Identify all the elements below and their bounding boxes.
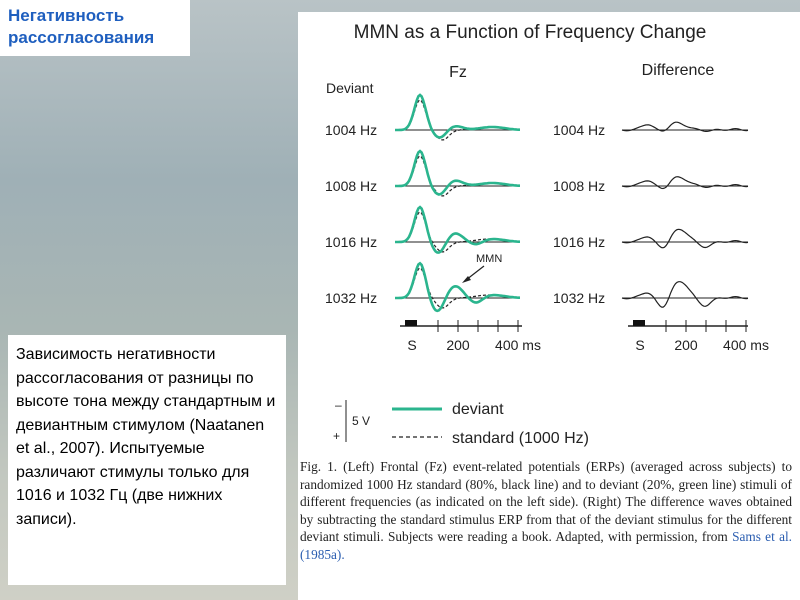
row-label: 1016 Hz <box>553 234 605 250</box>
time-label: 400 ms <box>495 337 541 353</box>
legend-label: deviant <box>452 401 504 418</box>
caption: Fig. 1. (Left) Frontal (Fz) event-relate… <box>300 458 792 563</box>
mmn-label: MMN <box>476 253 502 265</box>
deviant-wave <box>395 149 520 196</box>
row-label: 1008 Hz <box>553 178 605 194</box>
scale-label: 5 V <box>352 414 370 428</box>
figure-panel <box>298 12 800 600</box>
column-header: Difference <box>642 62 715 79</box>
standard-wave <box>395 211 521 253</box>
standard-wave <box>395 99 521 141</box>
body-text: Зависимость негативности рассогласования… <box>8 335 286 585</box>
row-label: 1004 Hz <box>325 122 377 138</box>
column-header: Fz <box>449 64 467 81</box>
time-label: 200 <box>674 337 698 353</box>
difference-wave <box>621 121 749 132</box>
time-label: S <box>407 337 416 353</box>
time-axis: S 200 400 ms <box>628 320 769 353</box>
row-label: 1032 Hz <box>553 290 605 306</box>
difference-wave <box>621 176 749 190</box>
row-label: 1032 Hz <box>325 290 377 306</box>
legend-label: standard (1000 Hz) <box>452 430 589 447</box>
difference-wave <box>621 281 749 308</box>
row-label: 1004 Hz <box>553 122 605 138</box>
caption-text: Fig. 1. (Left) Frontal (Fz) event-relate… <box>300 459 792 544</box>
figure-title: MMN as a Function of Frequency Change <box>354 22 707 43</box>
polarity-label: – <box>335 398 342 412</box>
time-label: S <box>635 337 644 353</box>
time-label: 200 <box>446 337 470 353</box>
deviant-wave <box>395 205 520 254</box>
time-label: 400 ms <box>723 337 769 353</box>
legend: – + 5 V deviant standard (1000 Hz) <box>333 398 589 447</box>
stimulus-mark <box>633 320 645 326</box>
slide-title: Негативность рассогласования <box>0 0 190 56</box>
polarity-label: + <box>333 429 340 443</box>
deviant-wave <box>395 261 520 313</box>
mmn-arrowhead <box>462 276 471 283</box>
deviant-wave <box>395 93 520 139</box>
standard-wave <box>395 155 521 197</box>
stimulus-mark <box>405 320 417 326</box>
time-axis: S 200 400 ms <box>400 320 541 353</box>
row-label: 1008 Hz <box>325 178 377 194</box>
row-header: Deviant <box>326 80 374 96</box>
row-label: 1016 Hz <box>325 234 377 250</box>
difference-wave <box>621 228 749 249</box>
caption-citation: Sams et al. (1985a). <box>300 529 792 562</box>
